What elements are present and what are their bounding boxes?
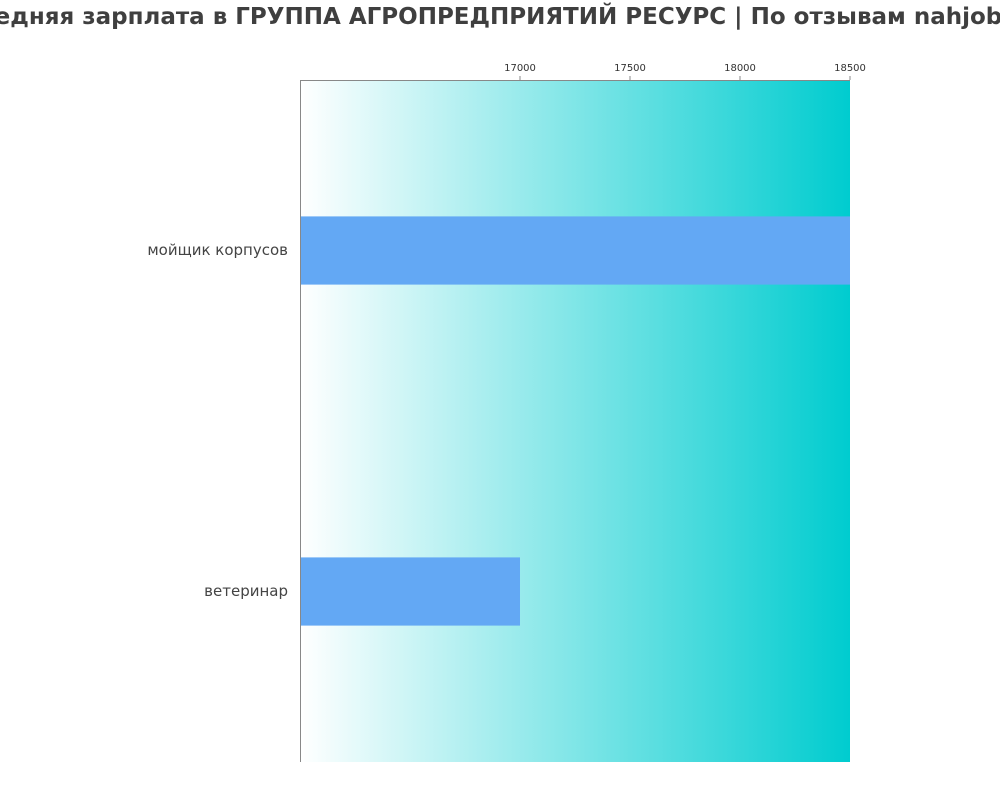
plot-background	[300, 80, 850, 762]
x-tick-label: 18500	[834, 63, 866, 74]
bar-0	[300, 216, 850, 285]
x-tick-label: 17000	[504, 63, 536, 74]
x-tick-label: 18000	[724, 63, 756, 74]
category-label: мойщик корпусов	[147, 241, 288, 259]
x-tick-label: 17500	[614, 63, 646, 74]
chart-title: Средняя зарплата в ГРУППА АГРОПРЕДПРИЯТИ…	[0, 4, 1000, 30]
category-label: ветеринар	[204, 582, 288, 600]
bar-1	[300, 557, 520, 626]
